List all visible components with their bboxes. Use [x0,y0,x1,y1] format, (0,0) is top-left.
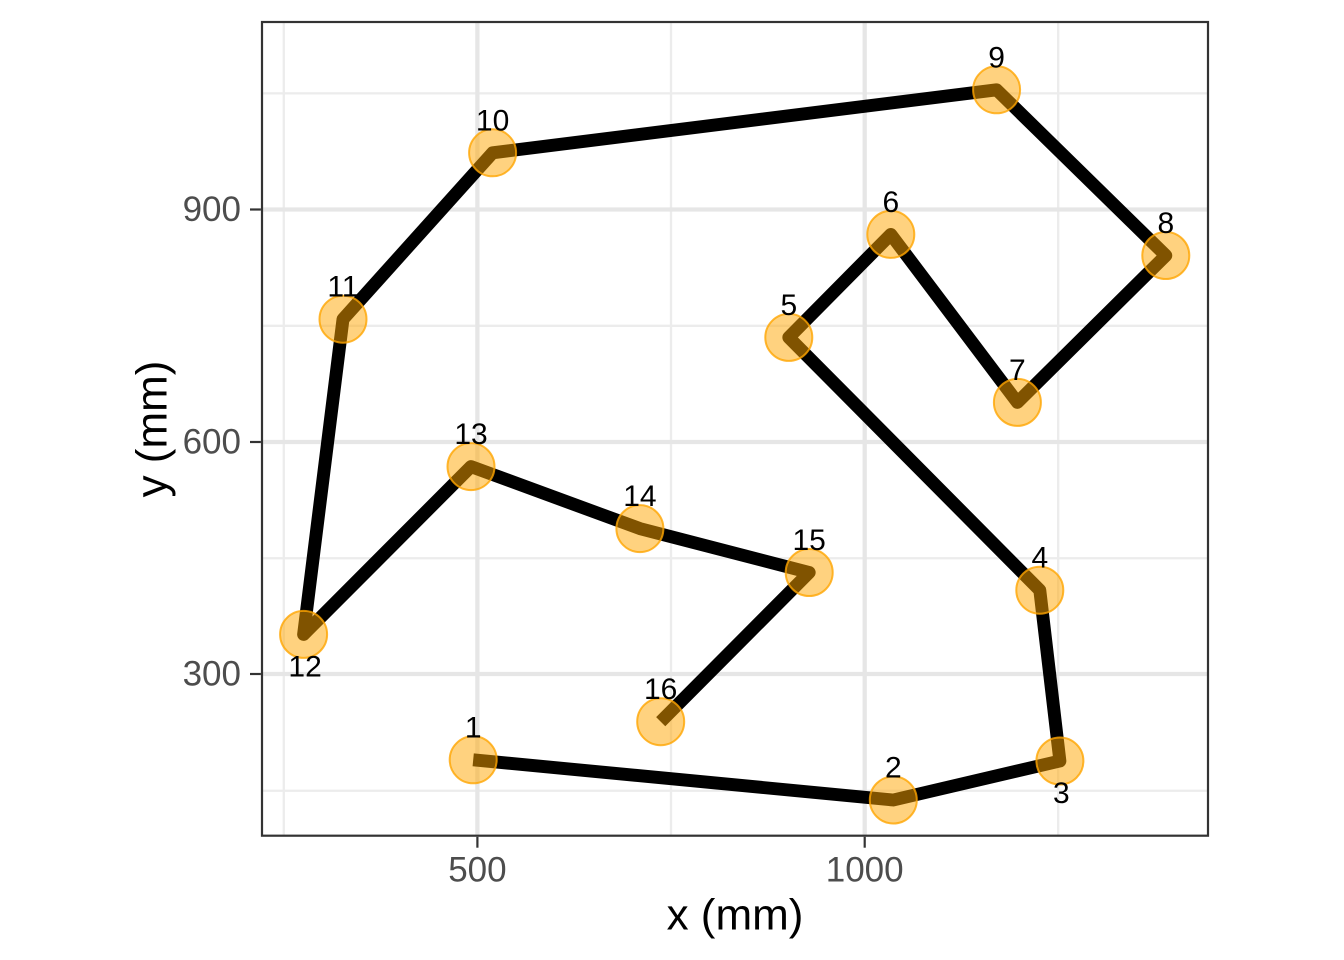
svg-text:500: 500 [448,851,506,890]
svg-text:x (mm): x (mm) [667,891,804,940]
svg-text:11: 11 [327,271,358,304]
svg-text:6: 6 [882,186,899,219]
svg-text:7: 7 [1009,354,1026,387]
svg-text:2: 2 [885,752,902,785]
svg-text:300: 300 [183,655,241,694]
svg-text:14: 14 [623,480,656,513]
svg-text:1000: 1000 [826,851,904,890]
svg-text:600: 600 [183,423,241,462]
svg-text:12: 12 [288,650,321,683]
svg-text:8: 8 [1157,207,1174,240]
svg-text:4: 4 [1031,542,1048,575]
svg-text:13: 13 [454,418,487,451]
svg-text:900: 900 [183,190,241,229]
svg-text:9: 9 [988,41,1005,74]
svg-text:15: 15 [793,524,826,557]
svg-text:16: 16 [644,673,677,706]
svg-text:10: 10 [476,104,509,137]
svg-text:3: 3 [1053,777,1070,810]
svg-text:1: 1 [465,711,482,744]
svg-text:y (mm): y (mm) [128,361,177,498]
svg-text:5: 5 [780,289,797,322]
